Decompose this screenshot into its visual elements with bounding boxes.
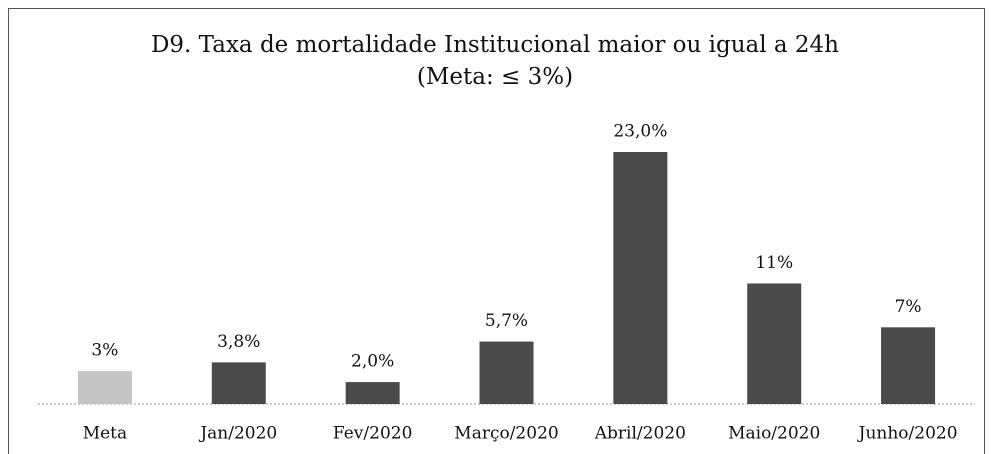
x-tick-label: Meta (83, 424, 127, 444)
chart-border (8, 8, 985, 454)
chart-subtitle: (Meta: ≤ 3%) (417, 64, 573, 90)
bar (613, 152, 668, 404)
x-tick-label: Junho/2020 (857, 424, 958, 444)
bar (479, 341, 534, 404)
bar (747, 283, 802, 404)
value-label: 23,0% (613, 122, 667, 142)
value-label: 11% (755, 253, 793, 273)
x-tick-label: Maio/2020 (728, 424, 820, 444)
value-label: 7% (895, 297, 922, 317)
x-tick-label: Abril/2020 (594, 424, 686, 444)
value-label: 3,8% (217, 332, 260, 352)
bar (77, 371, 132, 404)
bar (211, 362, 266, 404)
bar (345, 382, 400, 404)
value-label: 2,0% (351, 352, 394, 372)
x-tick-label: Março/2020 (454, 424, 558, 444)
x-tick-label: Jan/2020 (198, 424, 277, 444)
chart-title: D9. Taxa de mortalidade Institucional ma… (151, 32, 839, 58)
value-label: 3% (91, 341, 118, 361)
x-tick-label: Fev/2020 (333, 424, 413, 444)
value-label: 5,7% (485, 311, 528, 331)
bar (881, 327, 936, 404)
